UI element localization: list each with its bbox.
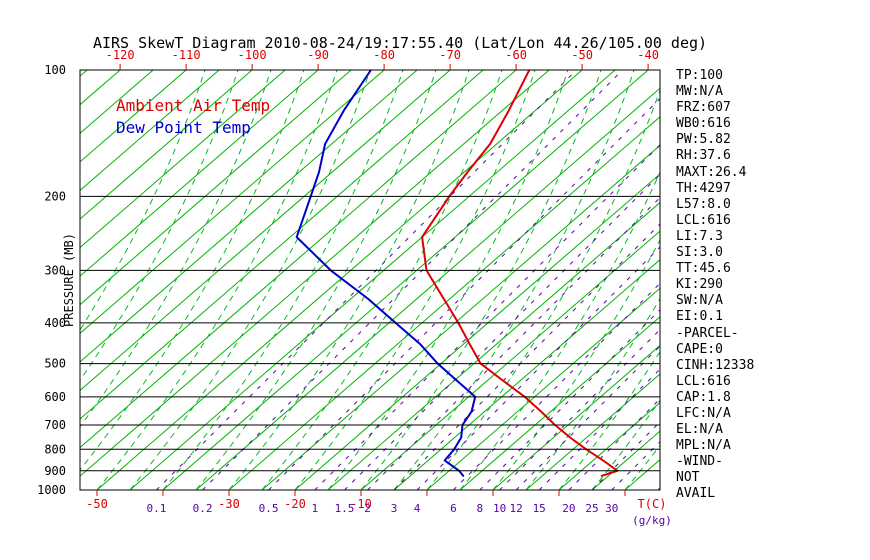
plot-area (80, 70, 660, 490)
mixing-ratio-tick-label: 20 (562, 502, 575, 515)
ambient-air-temp-curve (421, 70, 619, 477)
stat-swna: SW:N/A (676, 293, 723, 309)
stat-rh376: RH:37.6 (676, 148, 731, 164)
stat-wind: -WIND- (676, 454, 723, 470)
temp-unit-label: T(C) (638, 497, 667, 511)
mixing-ratio-tick-label: 30 (605, 502, 618, 515)
legend-ambient-air-temp: Ambient Air Temp (116, 96, 271, 115)
mixing-ratio-tick-label: 8 (476, 502, 483, 515)
top-temp-tick-label: -70 (439, 48, 461, 62)
stats-column: TP:100 MW:N/A FRZ:607 WB0:616 PW:5.82 RH:37.6… (676, 68, 754, 503)
mixing-ratio-tick-label: 25 (585, 502, 598, 515)
pressure-tick-label: 500 (44, 357, 66, 371)
mixing-ratio-tick-label: 15 (533, 502, 546, 515)
stat-elna: EL:N/A (676, 422, 723, 438)
pressure-tick-label: 900 (44, 464, 66, 478)
pressure-tick-label: 200 (44, 189, 66, 203)
mixing-ratio-tick-label: 0.2 (193, 502, 213, 515)
bottom-temp-axis: -50 -30 -20 -10 T(C) (86, 490, 666, 511)
top-temp-tick-label: -80 (373, 48, 395, 62)
chart-title: AIRS SkewT Diagram 2010-08-24/19:17:55.4… (92, 34, 708, 52)
mixing-ratio-tick-label: 1.5 (335, 502, 355, 515)
moist-adiabat-lines (80, 70, 660, 490)
mixing-ratio-tick-label: 3 (391, 502, 398, 515)
mixing-ratio-tick-label: 12 (509, 502, 522, 515)
stat-ki290: KI:290 (676, 277, 723, 293)
mixing-unit-label: (g/kg) (632, 514, 672, 527)
stat-th4297: TH:4297 (676, 180, 731, 196)
stat-si30: SI:3.0 (676, 245, 723, 261)
stat-frz607: FRZ:607 (676, 100, 731, 116)
stat-mwna: MW:N/A (676, 84, 723, 100)
top-temp-tick-label: -60 (505, 48, 527, 62)
stat-lcl616: LCL:616 (676, 212, 731, 228)
stat-ei01: EI:0.1 (676, 309, 723, 325)
mixing-ratio-tick-label: 10 (493, 502, 506, 515)
top-temp-tick-label: -90 (307, 48, 329, 62)
stat-pw582: PW:5.82 (676, 132, 731, 148)
stat-wb0616: WB0:616 (676, 116, 731, 132)
pressure-tick-label: 300 (44, 263, 66, 277)
bottom-temp-tick-label: -20 (284, 497, 306, 511)
stat-cap18: CAP:1.8 (676, 389, 731, 405)
mixing-ratio-tick-label: 0.1 (146, 502, 166, 515)
top-temp-tick-label: -50 (571, 48, 593, 62)
mixing-ratio-tick-label: 6 (450, 502, 457, 515)
dew-point-temp-curve (295, 70, 477, 477)
top-temp-axis: -120 -110 -100 -90 -80 -70 -60 -50 -40 (106, 48, 659, 70)
bottom-temp-tick-label: -10 (350, 497, 372, 511)
top-temp-tick-label: -110 (172, 48, 201, 62)
pressure-tick-label: 600 (44, 390, 66, 404)
pressure-tick-label: 700 (44, 418, 66, 432)
stat-tp100: TP:100 (676, 68, 723, 83)
stat-avail: AVAIL (676, 486, 716, 502)
stat-l5780: L57:8.0 (676, 196, 731, 212)
bottom-temp-tick-label: -50 (86, 497, 108, 511)
mixing-ratio-axis: 0.1 0.2 0.5 1 1.5 2 3 4 6 8 10 12 15 20 25 30 (g/kg) (146, 502, 671, 527)
pressure-tick-label: 800 (44, 442, 66, 456)
pressure-tick-label: 1000 (37, 483, 66, 497)
stat-parcel: -PARCEL- (676, 325, 739, 341)
mixing-ratio-lines (156, 70, 660, 490)
pressure-tick-label: 100 (44, 63, 66, 77)
mixing-ratio-tick-label: 0.5 (259, 502, 279, 515)
mixing-ratio-tick-label: 4 (414, 502, 421, 515)
pressure-tick-label: 400 (44, 316, 66, 330)
top-temp-tick-label: -100 (238, 48, 267, 62)
stat-li73: LI:7.3 (676, 228, 723, 244)
stat-not: NOT (676, 470, 700, 486)
mixing-ratio-tick-label: 1 (311, 502, 318, 515)
legend-dew-point-temp: Dew Point Temp (116, 118, 251, 137)
stat-cape0: CAPE:0 (676, 341, 723, 357)
stat-maxt264: MAXT:26.4 (676, 164, 747, 180)
pressure-grid: 100 200 300 400 500 600 700 800 900 1000 PRESSURE … (37, 63, 660, 497)
stat-lcl616: LCL:616 (676, 373, 731, 389)
mixing-ratio-tick-label: 2 (364, 502, 371, 515)
stat-tt456: TT:45.6 (676, 261, 731, 277)
stat-lfcna: LFC:N/A (676, 405, 731, 421)
top-temp-tick-label: -120 (106, 48, 135, 62)
bottom-temp-tick-label: -30 (218, 497, 240, 511)
stat-cinh12338: CINH:12338 (676, 357, 755, 373)
isotherm-lines (80, 70, 660, 490)
top-temp-tick-label: -40 (637, 48, 659, 62)
stat-mplna: MPL:N/A (676, 438, 731, 454)
pressure-axis-label: PRESSURE (MB) (62, 233, 76, 327)
